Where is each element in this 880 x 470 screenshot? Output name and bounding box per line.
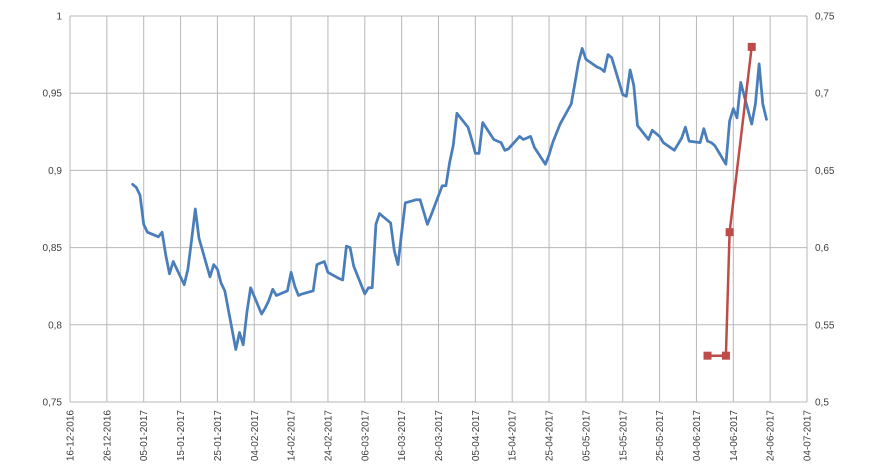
x-tick-label: 26-03-2017 (434, 410, 445, 462)
x-tick-label: 14-02-2017 (287, 410, 298, 462)
x-tick-label: 14-06-2017 (729, 410, 740, 462)
x-tick-label: 25-04-2017 (545, 410, 556, 462)
data-point-marker (725, 228, 734, 237)
y-left-tick-label: 0,95 (43, 89, 63, 100)
y-right-tick-label: 0,6 (815, 243, 829, 254)
x-tick-label: 26-12-2016 (102, 410, 113, 462)
x-tick-label: 25-05-2017 (655, 410, 666, 462)
x-tick-label: 24-06-2017 (766, 410, 777, 462)
data-point-marker (721, 351, 730, 360)
x-axis: 16-12-2016 26-12-2016 05-01-2017 15-01-2017… (66, 410, 814, 462)
x-tick-label: 15-01-2017 (176, 410, 187, 462)
x-tick-label: 25-01-2017 (213, 410, 224, 462)
grid-lines (69, 15, 808, 403)
x-tick-label: 15-04-2017 (508, 410, 519, 462)
x-tick-label: 16-03-2017 (397, 410, 408, 462)
x-tick-label: 24-02-2017 (323, 410, 334, 462)
y-right-tick-label: 0,7 (815, 89, 829, 100)
x-tick-label: 16-12-2016 (66, 410, 77, 462)
x-tick-label: 15-05-2017 (618, 410, 629, 462)
y-right-tick-label: 0,55 (815, 320, 835, 331)
x-tick-label: 05-01-2017 (139, 410, 150, 462)
series-line-1 (131, 47, 768, 351)
data-point-marker (747, 42, 756, 51)
y-left-tick-label: 0,9 (48, 166, 62, 177)
y-right-tick-label: 0,65 (815, 166, 835, 177)
y-axis-left: 0,75 0,8 0,85 0,9 0,95 1 (43, 12, 63, 409)
y-right-tick-label: 0,5 (815, 398, 829, 409)
y-left-tick-label: 1 (56, 12, 62, 23)
y-left-tick-label: 0,85 (43, 243, 63, 254)
x-tick-label: 04-02-2017 (250, 410, 261, 462)
x-tick-label: 05-04-2017 (471, 410, 482, 462)
series-layer (131, 42, 768, 360)
series-line-2 (706, 45, 753, 357)
y-left-tick-label: 0,8 (48, 320, 62, 331)
data-point-marker (703, 351, 712, 360)
x-tick-label: 06-03-2017 (360, 410, 371, 462)
x-tick-label: 04-06-2017 (692, 410, 703, 462)
x-tick-label: 05-05-2017 (581, 410, 592, 462)
y-axis-right: 0,5 0,55 0,6 0,65 0,7 0,75 (815, 12, 835, 409)
y-left-tick-label: 0,75 (43, 398, 63, 409)
x-tick-label: 04-07-2017 (803, 410, 814, 462)
y-right-tick-label: 0,75 (815, 12, 835, 23)
